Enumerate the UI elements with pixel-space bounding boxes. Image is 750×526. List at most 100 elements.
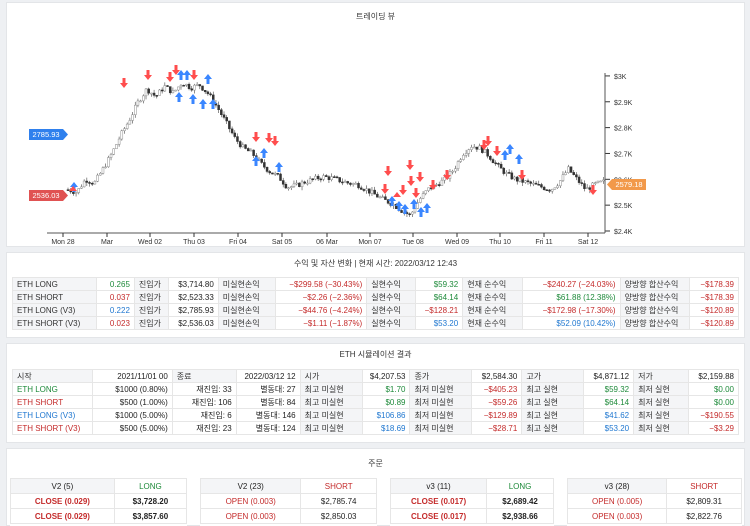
candle-body bbox=[209, 93, 212, 96]
min-realized: −$3.29 bbox=[687, 421, 740, 435]
max-realized-label: 최고 실현 bbox=[521, 395, 585, 409]
price-tag-short-entry-text: 2536.03 bbox=[32, 191, 59, 200]
min-unrealized-label: 최저 미실현 bbox=[409, 421, 473, 435]
order-row[interactable]: CLOSE (0.017) $2,689.42 bbox=[389, 493, 554, 509]
close-label: 종가 bbox=[409, 369, 473, 383]
candle-body bbox=[252, 149, 255, 156]
sell-marker-arrow bbox=[144, 70, 152, 80]
order-row[interactable]: CLOSE (0.017) $2,938.66 bbox=[389, 508, 554, 524]
candle-body bbox=[510, 172, 514, 180]
sell-marker-arrow bbox=[406, 160, 414, 170]
candle-body bbox=[144, 88, 148, 97]
order-row[interactable]: CLOSE (0.029) $3,857.60 bbox=[10, 508, 188, 524]
candle-body bbox=[548, 189, 551, 192]
candle-body bbox=[483, 149, 487, 153]
x-tick-label: Mar bbox=[101, 239, 114, 246]
candle-body bbox=[464, 153, 468, 156]
sell-marker-arrow bbox=[265, 133, 273, 143]
sell-marker-arrow bbox=[172, 65, 180, 75]
buy-marker-arrow bbox=[501, 150, 509, 160]
order-row[interactable]: OPEN (0.003) $2,850.03 bbox=[199, 508, 377, 524]
buy-marker-arrow bbox=[252, 156, 260, 166]
candle-body bbox=[467, 149, 471, 154]
candle-body bbox=[72, 191, 75, 194]
candle-body bbox=[505, 172, 508, 174]
candle-body bbox=[537, 184, 540, 186]
combined-pnl: −$178.39 bbox=[689, 290, 739, 304]
min-realized-label: 최저 실현 bbox=[633, 395, 689, 409]
candle-body bbox=[540, 184, 543, 188]
candle-body bbox=[341, 181, 344, 184]
candle-body bbox=[311, 178, 315, 180]
price-tag-long-entry-text: 2785.93 bbox=[32, 130, 59, 139]
candle-body bbox=[370, 189, 374, 194]
candle-body bbox=[577, 176, 581, 183]
order-row[interactable]: OPEN (0.003) $2,822.76 bbox=[566, 508, 742, 524]
order-price: $2,850.03 bbox=[300, 508, 377, 524]
buy-marker-arrow bbox=[183, 70, 191, 80]
min-unrealized-label: 최저 미실현 bbox=[409, 408, 473, 422]
candle-body bbox=[373, 189, 376, 195]
order-row[interactable]: OPEN (0.003) $2,785.74 bbox=[199, 493, 377, 509]
simulation-row: ETH SHORT $500 (1.00%) 재진입: 106 별동대: 84 최고 미… bbox=[12, 395, 740, 409]
y-tick-label: $2.9K bbox=[614, 100, 633, 107]
start-value: 2021/11/01 00 bbox=[91, 369, 173, 383]
candle-body bbox=[284, 183, 288, 189]
candle-body bbox=[222, 114, 226, 118]
unrealized-pnl: −$44.76 (−4.24%) bbox=[275, 303, 368, 317]
buy-marker-arrow bbox=[69, 186, 77, 191]
order-action: CLOSE (0.017) bbox=[389, 493, 488, 509]
allocation: $1000 (5.00%) bbox=[91, 408, 173, 422]
x-tick-label: Fri 11 bbox=[535, 239, 552, 246]
candle-body bbox=[475, 146, 479, 150]
net-label: 현재 순수익 bbox=[462, 316, 524, 330]
min-unrealized: −$28.71 bbox=[471, 421, 523, 435]
candle-body bbox=[451, 170, 454, 173]
max-unrealized-label: 최고 미실현 bbox=[299, 408, 363, 422]
pnl-table: ETH LONG 0.265 진입가 $3,714.80 미실현손익 −$299.58 (… bbox=[11, 277, 739, 330]
squad-count: 별동대: 84 bbox=[235, 395, 301, 409]
candle-body bbox=[82, 180, 86, 188]
max-unrealized-label: 최고 미실현 bbox=[299, 421, 363, 435]
min-realized: $0.00 bbox=[687, 395, 740, 409]
candle-body bbox=[386, 199, 390, 204]
candle-body bbox=[354, 183, 358, 185]
unrealized-label: 미실현손익 bbox=[217, 303, 277, 317]
sell-marker-arrow bbox=[190, 70, 198, 80]
sell-marker-arrow bbox=[429, 180, 437, 190]
min-unrealized: −$129.89 bbox=[471, 408, 523, 422]
candle-body bbox=[454, 168, 457, 172]
simulation-panel: ETH 시뮬레이션 결과 시작 2021/11/01 00 종료 2022/03… bbox=[6, 343, 745, 443]
order-side: SHORT bbox=[300, 478, 377, 494]
candle-body bbox=[502, 167, 506, 174]
candle-body bbox=[351, 183, 355, 185]
close-value: $2,584.30 bbox=[471, 369, 523, 383]
price-tag-long-entry: 2785.93 bbox=[29, 129, 68, 140]
order-row[interactable]: CLOSE (0.029) $3,728.20 bbox=[10, 493, 188, 509]
max-realized: $53.20 bbox=[583, 421, 635, 435]
candle-body bbox=[459, 159, 462, 162]
max-unrealized-label: 최고 미실현 bbox=[299, 382, 363, 396]
candle-body bbox=[120, 130, 124, 140]
order-row[interactable]: OPEN (0.005) $2,809.31 bbox=[566, 493, 742, 509]
candle-body bbox=[359, 187, 363, 190]
candle-body bbox=[185, 83, 188, 86]
sell-marker-arrow bbox=[120, 78, 128, 88]
entry-price: $2,523.33 bbox=[168, 290, 219, 304]
candle-body bbox=[440, 179, 444, 186]
net-pnl: −$172.98 (−17.30%) bbox=[522, 303, 621, 317]
buy-marker-arrow bbox=[175, 92, 183, 102]
candle-body bbox=[413, 208, 417, 213]
position-qty: 0.037 bbox=[96, 290, 135, 304]
candle-body bbox=[112, 148, 115, 155]
candle-body bbox=[198, 84, 202, 87]
candle-body bbox=[335, 176, 339, 179]
sell-marker-arrow bbox=[493, 146, 501, 156]
sell-marker-arrow bbox=[443, 170, 451, 180]
candle-body bbox=[271, 172, 274, 175]
candle-body bbox=[513, 176, 516, 180]
min-realized: −$190.55 bbox=[687, 408, 740, 422]
order-side: SHORT bbox=[666, 478, 742, 494]
candle-body bbox=[152, 92, 156, 96]
